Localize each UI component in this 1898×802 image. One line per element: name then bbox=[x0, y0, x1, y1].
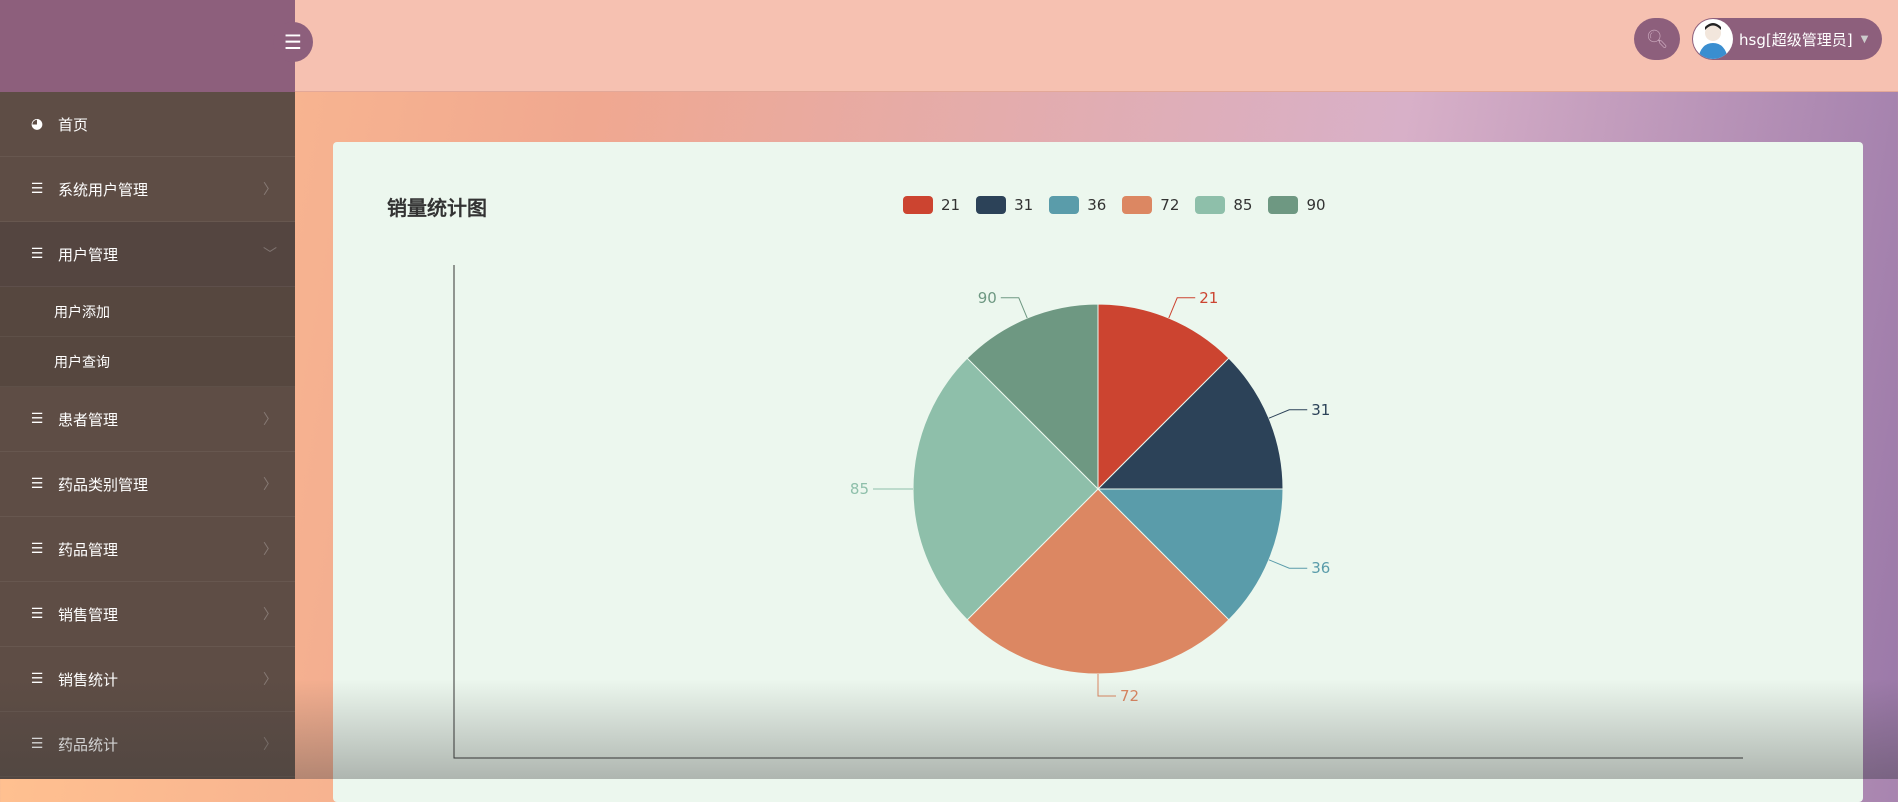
label-line bbox=[1268, 559, 1308, 569]
list-icon: ☰ bbox=[30, 411, 44, 427]
sidebar-item-label: 用户管理 bbox=[58, 245, 119, 264]
sidebar-subitem-label: 用户添加 bbox=[54, 304, 110, 321]
dashboard-icon: ◕ bbox=[30, 116, 44, 132]
legend-item[interactable]: 31 bbox=[976, 196, 1033, 214]
legend-label: 90 bbox=[1306, 196, 1326, 214]
legend-swatch bbox=[1049, 196, 1080, 214]
label-line bbox=[1000, 297, 1028, 319]
header-actions: 🔍︎ hsg[超级管理员] ▼ bbox=[1634, 18, 1882, 60]
slice-label: 85 bbox=[850, 480, 869, 498]
legend-item[interactable]: 72 bbox=[1122, 196, 1179, 214]
legend-label: 85 bbox=[1233, 196, 1253, 214]
chevron-right-icon: 〉 bbox=[263, 672, 277, 688]
sidebar-item-label: 药品管理 bbox=[58, 540, 119, 559]
chevron-right-icon: 〉 bbox=[263, 477, 277, 493]
search-button[interactable]: 🔍︎ bbox=[1634, 18, 1680, 60]
legend-label: 31 bbox=[1014, 196, 1034, 214]
sidebar-item[interactable]: ☰ 患者管理 〉 bbox=[0, 387, 295, 452]
list-icon: ☰ bbox=[30, 736, 44, 752]
sidebar-item-label: 系统用户管理 bbox=[58, 180, 149, 199]
legend-item[interactable]: 90 bbox=[1268, 196, 1326, 214]
slice-label: 90 bbox=[978, 289, 997, 307]
chart-card: 销量统计图 21 31 36 72 85 90 21 31 36 72 85 90 bbox=[333, 142, 1863, 802]
chevron-right-icon: 〉 bbox=[263, 542, 277, 558]
sidebar-menu: ◕ 首页 ☰ 系统用户管理〉 ☰ 用户管理 ﹀ 用户添加 用户查询 ☰ 患者管理〉 ☰ 药品类别管理〉 ☰… bbox=[0, 92, 295, 777]
sidebar-item[interactable]: ☰ 用户管理 ﹀ bbox=[0, 222, 295, 287]
sidebar-item-label: 药品类别管理 bbox=[58, 475, 149, 494]
legend-swatch bbox=[976, 196, 1007, 214]
legend-item[interactable]: 21 bbox=[903, 196, 960, 214]
slice-label: 36 bbox=[1311, 559, 1330, 577]
chevron-right-icon: 〉 bbox=[263, 182, 277, 198]
pie-slice[interactable] bbox=[966, 303, 1099, 491]
list-icon: ☰ bbox=[30, 476, 44, 492]
user-label: hsg[超级管理员] bbox=[1739, 30, 1853, 49]
chart-title: 销量统计图 bbox=[387, 196, 487, 220]
user-menu[interactable]: hsg[超级管理员] ▼ bbox=[1692, 18, 1882, 60]
label-line bbox=[1168, 297, 1196, 319]
legend-item[interactable]: 85 bbox=[1195, 196, 1252, 214]
pie-chart: 21 31 36 72 85 90 bbox=[453, 265, 1743, 759]
slice-label: 21 bbox=[1199, 289, 1218, 307]
sidebar-item[interactable]: ☰ 销售统计 〉 bbox=[0, 647, 295, 712]
sidebar-item[interactable]: ☰ 销售管理 〉 bbox=[0, 582, 295, 647]
list-icon: ☰ bbox=[30, 671, 44, 687]
avatar bbox=[1693, 19, 1733, 59]
list-icon: ☰ bbox=[30, 246, 44, 262]
legend-swatch bbox=[903, 196, 933, 214]
axis-line bbox=[453, 265, 1743, 759]
pie-slice[interactable] bbox=[1096, 357, 1284, 490]
label-line bbox=[1268, 409, 1308, 419]
sidebar-item[interactable]: ☰ 药品类别管理 〉 bbox=[0, 452, 295, 517]
legend-label: 36 bbox=[1087, 196, 1107, 214]
chevron-down-icon: ﹀ bbox=[263, 247, 277, 263]
legend-label: 72 bbox=[1160, 196, 1180, 214]
chart-legend: 21 31 36 72 85 90 bbox=[903, 196, 1342, 214]
slice-label: 72 bbox=[1120, 687, 1139, 705]
label-line bbox=[1097, 674, 1116, 697]
legend-item[interactable]: 36 bbox=[1049, 196, 1106, 214]
sidebar-item[interactable]: ◕ 首页 bbox=[0, 92, 295, 157]
sidebar-subitem[interactable]: 用户添加 bbox=[0, 287, 295, 337]
list-icon: ☰ bbox=[30, 606, 44, 622]
sidebar-subitem-label: 用户查询 bbox=[54, 354, 110, 371]
sidebar-item[interactable]: ☰ 药品管理 〉 bbox=[0, 517, 295, 582]
menu-toggle-button[interactable]: ☰ bbox=[273, 22, 313, 62]
legend-swatch bbox=[1195, 196, 1226, 214]
menu-icon: ☰ bbox=[284, 30, 302, 54]
sidebar-item-label: 销售统计 bbox=[58, 670, 119, 689]
sidebar-item-label: 首页 bbox=[58, 115, 89, 134]
legend-swatch bbox=[1268, 196, 1299, 214]
chevron-right-icon: 〉 bbox=[263, 737, 277, 753]
sidebar-item-label: 患者管理 bbox=[58, 410, 119, 429]
chevron-right-icon: 〉 bbox=[263, 412, 277, 428]
sidebar: ☰ ◕ 首页 ☰ 系统用户管理〉 ☰ 用户管理 ﹀ 用户添加 用户查询 ☰ 患者管理〉 ☰ 药品类别管理… bbox=[0, 0, 313, 779]
sidebar-item[interactable]: ☰ 药品统计 〉 bbox=[0, 712, 295, 777]
slice-label: 31 bbox=[1311, 401, 1330, 419]
sidebar-item-label: 销售管理 bbox=[58, 605, 119, 624]
pie-slice[interactable] bbox=[1097, 303, 1230, 491]
sidebar-item[interactable]: ☰ 系统用户管理 〉 bbox=[0, 157, 295, 222]
chevron-right-icon: 〉 bbox=[263, 607, 277, 623]
brand-area: ☰ bbox=[0, 0, 313, 92]
pie-slice[interactable] bbox=[1096, 488, 1284, 621]
caret-down-icon: ▼ bbox=[1860, 33, 1869, 45]
list-icon: ☰ bbox=[30, 541, 44, 557]
header: 🔍︎ hsg[超级管理员] ▼ bbox=[295, 0, 1898, 92]
list-icon: ☰ bbox=[30, 181, 44, 197]
legend-label: 21 bbox=[941, 196, 961, 214]
sidebar-item-label: 药品统计 bbox=[58, 735, 119, 754]
sidebar-subitem[interactable]: 用户查询 bbox=[0, 337, 295, 387]
search-icon: 🔍︎ bbox=[1645, 28, 1669, 50]
legend-swatch bbox=[1122, 196, 1153, 214]
